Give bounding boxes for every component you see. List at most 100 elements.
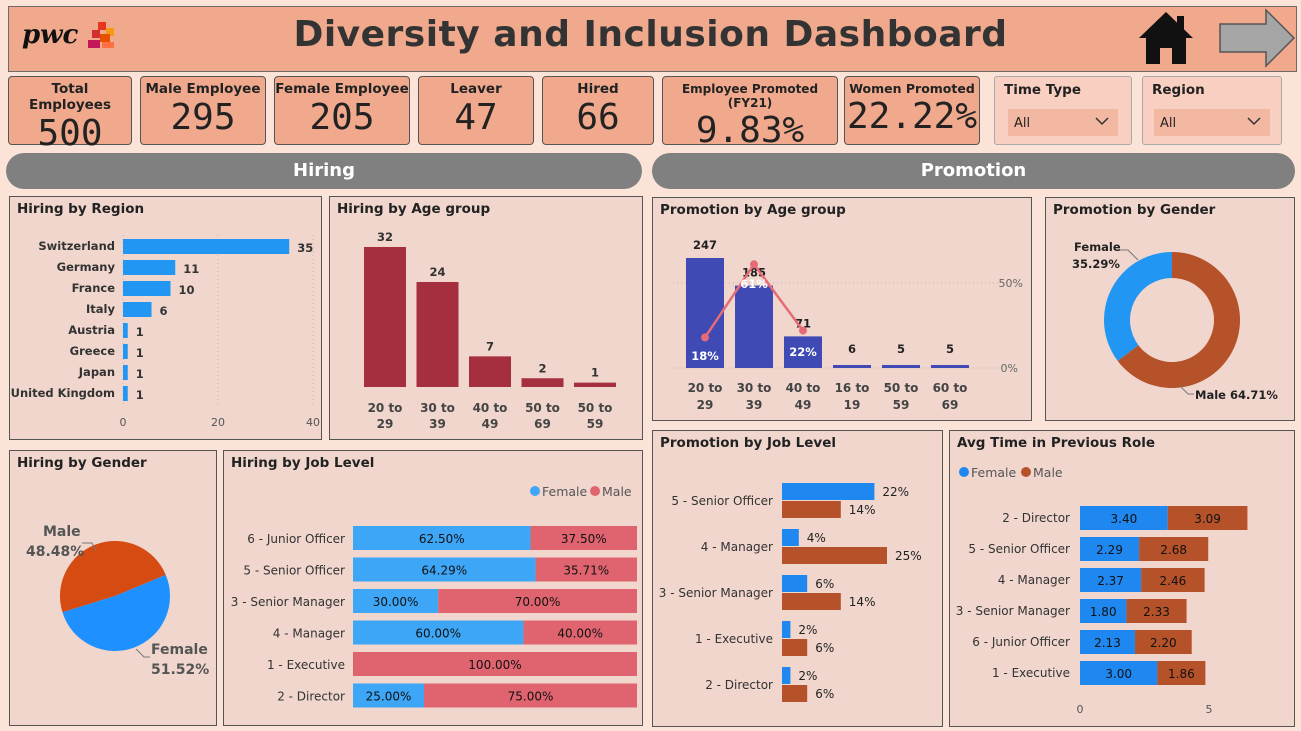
kpi-label: Employee Promoted (FY21) (681, 82, 819, 110)
percent-label: 61% (740, 277, 768, 291)
tick-label: 0 (1077, 703, 1084, 716)
hiring-age-chart: 32 20 to 29 24 30 to 39 7 40 to 49 2 50 to 69 1 50 to… (364, 230, 616, 431)
promotion-age-panel: Promotion by Age group 50% 0% 247 20 to 29 18… (652, 197, 1032, 421)
data-label: 1.80 (1090, 605, 1117, 619)
category-label: 50 to (578, 401, 613, 415)
male-slice (60, 541, 166, 613)
female-bar (353, 526, 531, 550)
kpi-value: 22.22% (846, 96, 978, 137)
male-bar (1126, 599, 1187, 623)
data-label: 6 (848, 342, 856, 356)
data-label: 1 (136, 346, 144, 360)
data-label: 2.68 (1160, 543, 1187, 557)
category-label: 49 (482, 417, 499, 431)
tick-label: 40 (306, 416, 320, 429)
kpi-value: 47 (454, 97, 498, 138)
kpi-value: 9.83% (695, 110, 805, 151)
data-label: 1 (136, 388, 144, 402)
kpi-value: 205 (309, 97, 375, 138)
category-label: 29 (697, 398, 714, 412)
region-dropdown[interactable]: All (1154, 109, 1270, 136)
bar (123, 365, 128, 380)
hiring-gender-chart: Male 48.48% Female 51.52% (26, 524, 209, 678)
data-label: 5 (946, 342, 954, 356)
bar (416, 282, 459, 387)
data-label: 4% (807, 531, 826, 545)
slice-label: Female (151, 642, 208, 658)
kpi-leaver: Leaver 47 (418, 76, 534, 145)
promotion-job-chart: 5 - Senior Officer 22% 14% 4 - Manager 4% 25%… (659, 483, 922, 702)
home-icon[interactable] (1137, 10, 1195, 66)
data-label: 22% (882, 485, 909, 499)
right-arrow-icon[interactable] (1218, 8, 1296, 68)
data-label: 2% (798, 669, 817, 683)
bar (364, 247, 406, 387)
kpi-women-promoted: Women Promoted 22.22% (844, 76, 980, 145)
bar (931, 365, 969, 368)
data-label: 25.00% (366, 690, 412, 704)
female-bar (782, 621, 791, 638)
region-slicer: Region All (1142, 76, 1282, 145)
male-bar (782, 547, 887, 564)
female-slice (1104, 252, 1172, 361)
male-bar (424, 683, 637, 708)
tick-label: 0 (120, 416, 127, 429)
region-label: Germany (57, 260, 116, 274)
male-bar (353, 652, 637, 676)
y2-tick-label: 0% (1001, 362, 1018, 375)
data-label: 60.00% (415, 627, 461, 641)
job-level-label: 1 - Executive (992, 666, 1070, 680)
data-label: 24 (429, 265, 445, 279)
female-bar (782, 529, 799, 546)
region-label: Switzerland (38, 239, 115, 253)
category-label: 40 to (473, 401, 508, 415)
bar (123, 323, 128, 338)
chart-title: Promotion by Job Level (660, 435, 837, 451)
data-label: 5 (897, 342, 905, 356)
bar (123, 260, 176, 275)
data-label: 30.00% (373, 595, 419, 609)
legend-marker (530, 486, 540, 496)
slice-label: 48.48% (26, 544, 84, 560)
kpi-male-employee: Male Employee 295 (140, 76, 266, 145)
time-type-dropdown[interactable]: All (1008, 109, 1118, 136)
kpi-employee-promoted: Employee Promoted (FY21) 9.83% (662, 76, 838, 151)
female-bar (1080, 661, 1158, 685)
category-label: 30 to (420, 401, 455, 415)
data-label: 6 (160, 304, 168, 318)
leader-line (135, 648, 150, 658)
female-bar (1080, 630, 1135, 654)
kpi-label: Women Promoted (849, 81, 975, 96)
chevron-down-icon (1095, 117, 1109, 126)
data-label: 6% (815, 641, 834, 655)
data-label: 3.09 (1194, 512, 1221, 526)
region-label: United Kingdom (11, 386, 115, 400)
data-label: 100.00% (468, 658, 521, 672)
data-label: 1.86 (1168, 667, 1195, 681)
slicer-label: Time Type (1004, 82, 1081, 98)
category-label: 69 (534, 417, 551, 431)
avg-time-chart: Female Male 2 - Director 3.40 3.09 5 - Senior… (956, 465, 1248, 716)
female-slice (62, 574, 171, 652)
legend-marker (1021, 467, 1031, 477)
category-label: 39 (429, 417, 446, 431)
data-label: 25% (895, 549, 922, 563)
female-bar (353, 683, 424, 708)
dropdown-value: All (1014, 116, 1031, 131)
bar (469, 356, 511, 387)
leader-line (1118, 249, 1139, 261)
line-point (701, 333, 709, 342)
male-bar (1141, 568, 1205, 592)
slice-label: Female (1074, 240, 1121, 254)
female-bar (1080, 599, 1127, 623)
bar (784, 336, 822, 368)
category-label: 60 to (933, 381, 968, 395)
data-label: 2.46 (1160, 574, 1187, 588)
male-bar (782, 685, 808, 702)
job-level-label: 2 - Director (277, 690, 345, 704)
legend-marker (590, 486, 600, 496)
data-label: 14% (849, 595, 876, 609)
slice-label: Male 64.71% (1195, 388, 1278, 402)
female-bar (353, 620, 524, 645)
